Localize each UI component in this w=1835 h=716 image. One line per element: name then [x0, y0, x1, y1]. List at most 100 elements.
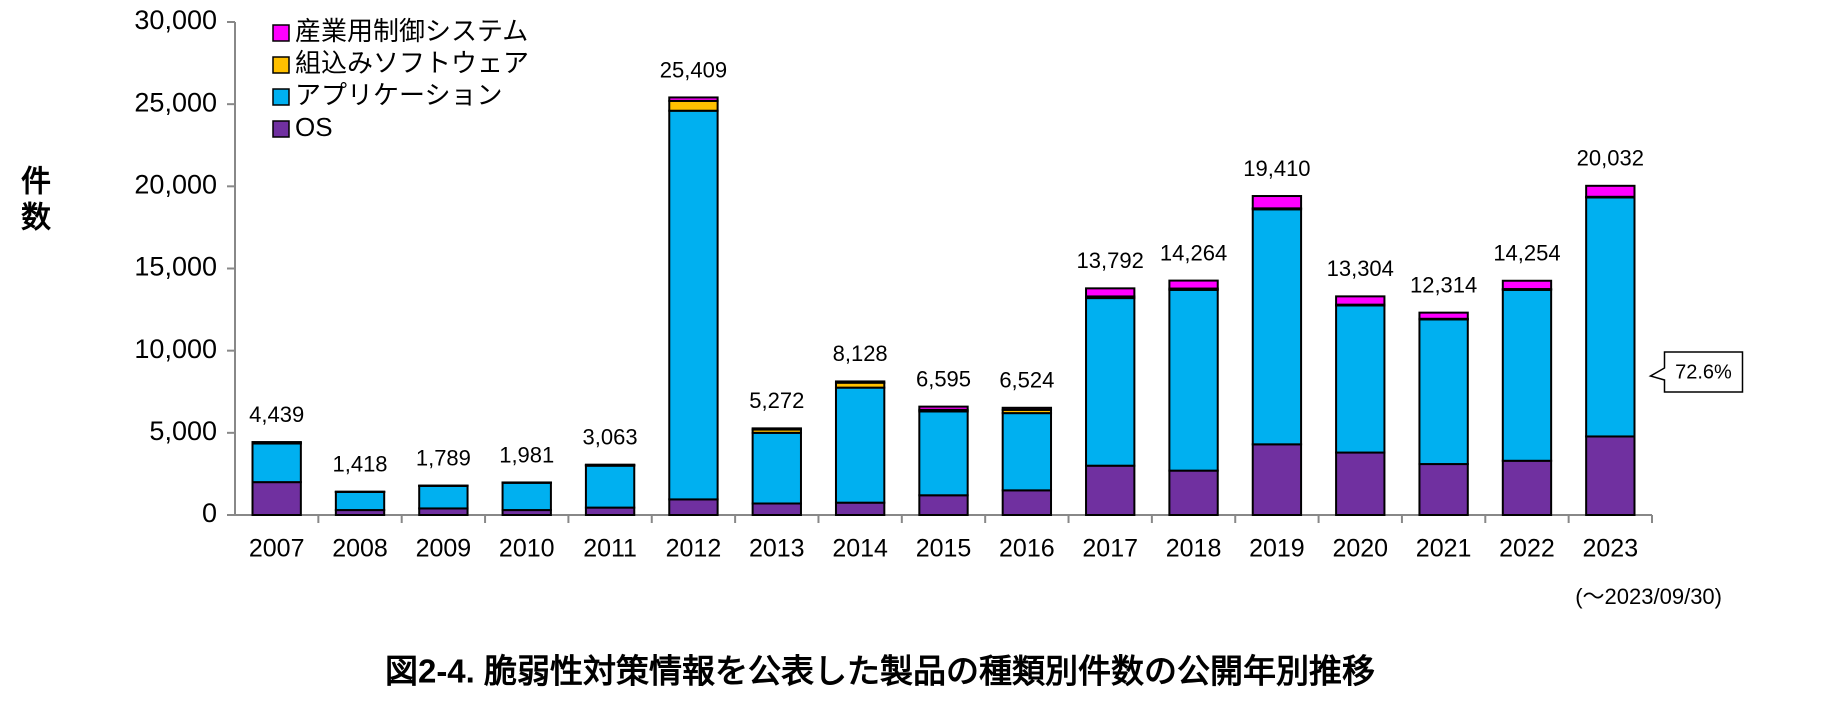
bar-segment — [1501, 288, 1553, 462]
legend-label: アプリケーション — [295, 80, 502, 110]
x-tick-label: 2012 — [666, 535, 722, 563]
total-label: 13,304 — [1327, 256, 1394, 281]
bar-segment — [584, 464, 636, 509]
x-tick-label: 2014 — [832, 535, 888, 563]
note: (～2023/09/30) — [1575, 584, 1722, 609]
bar-segment — [1335, 451, 1386, 517]
bar-segment — [1418, 318, 1469, 466]
y-tick-label: 25,000 — [134, 87, 217, 117]
y-tick-label: 15,000 — [134, 252, 217, 282]
legend-swatch — [272, 56, 290, 74]
total-label: 1,981 — [499, 442, 554, 467]
bar-segment — [834, 501, 886, 516]
bar-segment — [1085, 287, 1136, 298]
x-tick-label: 2019 — [1249, 535, 1305, 563]
total-label: 6,524 — [999, 368, 1054, 393]
bar-segment — [1335, 304, 1386, 454]
x-tick-label: 2009 — [416, 535, 472, 563]
legend-swatch — [272, 88, 290, 106]
bar-segment — [668, 498, 719, 517]
bar-segment — [1585, 196, 1636, 438]
callout-label: 72.6% — [1675, 361, 1732, 383]
total-label: 3,063 — [583, 424, 638, 449]
bar-segment — [418, 484, 469, 510]
bar-segment — [1501, 279, 1553, 291]
bar-segment — [1168, 288, 1219, 472]
bar-segment — [751, 427, 802, 431]
x-tick-label: 2018 — [1166, 535, 1222, 563]
bar-segment — [668, 96, 719, 102]
total-label: 14,264 — [1160, 240, 1227, 265]
bar-segment — [1585, 435, 1636, 516]
bar-segment — [1251, 443, 1303, 516]
y-tick-label: 5,000 — [149, 416, 217, 446]
y-tick-label: 30,000 — [134, 5, 217, 35]
bar-segment — [834, 386, 886, 504]
legend-label: 産業用制御システム — [295, 16, 528, 46]
bar-segment — [1418, 311, 1469, 320]
bar-segment — [918, 494, 969, 516]
x-tick-label: 2013 — [749, 535, 805, 563]
x-tick-label: 2021 — [1416, 535, 1472, 563]
bar-segment — [1335, 295, 1386, 306]
total-label: 5,272 — [749, 388, 804, 413]
x-tick-label: 2023 — [1583, 535, 1639, 563]
y-axis-label: 件数 — [16, 165, 49, 237]
bar-segment — [918, 410, 969, 497]
chart-title: 図2-4. 脆弱性対策情報を公表した製品の種類別件数の公開年別推移 — [385, 653, 1375, 690]
x-tick-label: 2022 — [1499, 535, 1555, 563]
total-label: 12,314 — [1410, 272, 1477, 297]
total-label: 25,409 — [660, 57, 727, 82]
total-label: 1,418 — [332, 452, 387, 477]
bar-segment — [251, 481, 302, 516]
bar-segment — [1001, 412, 1053, 492]
x-tick-label: 2008 — [332, 535, 388, 563]
legend-swatch — [272, 120, 290, 138]
x-tick-label: 2015 — [916, 535, 972, 563]
total-label: 4,439 — [249, 402, 304, 427]
bar-segment — [668, 99, 719, 112]
bar-segment — [1585, 184, 1636, 198]
legend-label: OS — [295, 112, 333, 142]
total-label: 14,254 — [1493, 241, 1560, 266]
callout-box — [1648, 351, 1744, 393]
bar-segment — [334, 490, 386, 512]
legend-swatch — [272, 24, 290, 42]
legend-label: 組込みソフトウェア — [295, 48, 529, 78]
bar-segment — [1168, 469, 1219, 517]
bar-segment — [668, 109, 719, 501]
total-label: 20,032 — [1577, 146, 1644, 171]
total-label: 19,410 — [1243, 156, 1310, 181]
bar-segment — [1085, 464, 1136, 517]
y-tick-label: 20,000 — [134, 169, 217, 199]
total-label: 8,128 — [833, 341, 888, 366]
x-tick-label: 2007 — [249, 535, 305, 563]
bar-segment — [1168, 279, 1219, 290]
bar-segment — [1085, 297, 1136, 467]
x-tick-label: 2010 — [499, 535, 555, 563]
x-tick-label: 2011 — [583, 535, 637, 563]
total-label: 6,595 — [916, 366, 971, 391]
x-tick-label: 2017 — [1082, 535, 1138, 563]
bar-segment — [918, 405, 969, 411]
y-tick-label: 0 — [202, 498, 217, 528]
bar-segment — [251, 442, 302, 484]
bar-segment — [1251, 195, 1303, 210]
bar-segment — [1501, 459, 1553, 516]
x-tick-label: 2016 — [999, 535, 1055, 563]
bar-segment — [1251, 208, 1303, 446]
total-label: 1,789 — [416, 445, 471, 470]
x-tick-label: 2020 — [1332, 535, 1388, 563]
bar-segment — [1001, 489, 1053, 517]
bar-segment — [751, 502, 802, 517]
bar-segment — [1418, 463, 1469, 517]
y-tick-label: 10,000 — [134, 334, 217, 364]
bar-segment — [251, 441, 302, 444]
total-label: 13,792 — [1077, 248, 1144, 273]
bar-segment — [501, 481, 552, 512]
bar-segment — [584, 506, 636, 517]
bar-segment — [1001, 406, 1053, 411]
bar-segment — [751, 431, 802, 505]
